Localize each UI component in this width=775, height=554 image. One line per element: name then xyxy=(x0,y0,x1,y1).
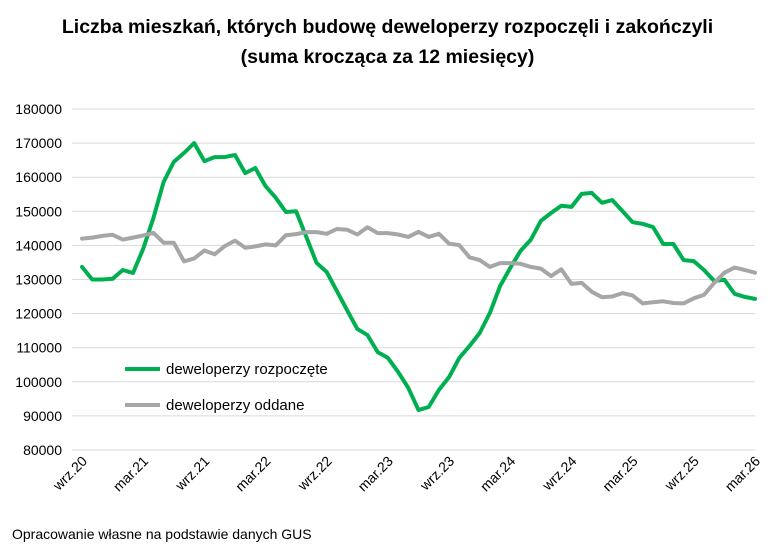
x-tick-label: wrz.20 xyxy=(49,453,90,494)
x-tick-label: wrz.22 xyxy=(294,453,335,494)
x-tick-label: wrz.24 xyxy=(538,453,579,494)
series-line-rozpoczete xyxy=(80,141,757,413)
x-tick-label: mar.26 xyxy=(722,453,764,495)
y-tick-label: 80000 xyxy=(23,442,62,458)
legend-label: deweloperzy oddane xyxy=(166,397,304,414)
y-tick-label: 100000 xyxy=(15,374,62,390)
y-tick-label: 120000 xyxy=(15,306,62,322)
x-tick-label: wrz.23 xyxy=(416,453,457,494)
x-tick-label: mar.25 xyxy=(599,453,641,495)
chart-title-line1: Liczba mieszkań, których budowę dewelope… xyxy=(61,16,714,38)
x-tick-label: mar.22 xyxy=(232,453,274,495)
y-tick-label: 130000 xyxy=(15,272,62,288)
chart-title-line2: (suma krocząca za 12 miesięcy) xyxy=(240,46,535,68)
y-tick-label: 180000 xyxy=(15,101,62,117)
y-tick-label: 90000 xyxy=(23,408,62,424)
source-note: Opracowanie własne na podstawie danych G… xyxy=(12,526,312,542)
series-line-oddane xyxy=(80,225,757,306)
x-tick-label: wrz.25 xyxy=(661,453,702,494)
x-tick-label: wrz.21 xyxy=(171,453,212,494)
x-tick-label: mar.23 xyxy=(354,453,396,495)
y-tick-label: 110000 xyxy=(16,340,62,356)
legend-label: deweloperzy rozpoczęte xyxy=(166,361,328,378)
y-tick-label: 170000 xyxy=(15,135,62,151)
x-tick-label: mar.21 xyxy=(110,453,152,495)
y-tick-label: 140000 xyxy=(15,237,62,253)
chart-title: Liczba mieszkań, których budowę dewelope… xyxy=(0,12,775,72)
y-tick-label: 150000 xyxy=(15,203,62,219)
y-tick-label: 160000 xyxy=(15,169,62,185)
x-tick-label: mar.24 xyxy=(477,453,519,495)
